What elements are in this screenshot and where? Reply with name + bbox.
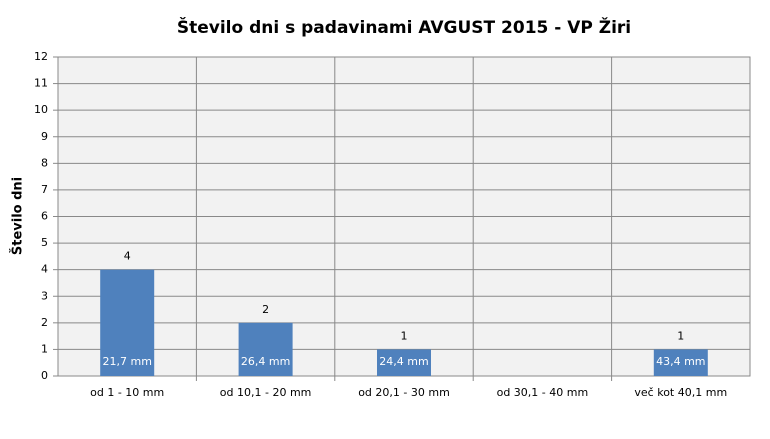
y-tick-label: 5 xyxy=(41,236,48,249)
x-tick-label: od 10,1 - 20 mm xyxy=(220,386,312,399)
chart-title: Število dni s padavinami AVGUST 2015 - V… xyxy=(177,16,631,38)
bar xyxy=(238,322,293,376)
value-label: 1 xyxy=(401,329,408,342)
bar-annotation: 43,4 mm xyxy=(656,355,705,368)
bar-annotation: 21,7 mm xyxy=(102,355,151,368)
bar xyxy=(377,349,431,376)
value-label: 4 xyxy=(124,250,131,263)
y-tick-label: 3 xyxy=(41,289,48,302)
y-tick-label: 11 xyxy=(34,77,48,90)
y-tick-label: 12 xyxy=(34,50,48,63)
y-axis-label: Število dni xyxy=(10,177,26,255)
value-label: 2 xyxy=(262,303,269,316)
y-tick-label: 8 xyxy=(41,156,48,169)
y-tick-label: 9 xyxy=(41,130,48,143)
value-label: 1 xyxy=(677,329,684,342)
bar-annotation: 26,4 mm xyxy=(241,355,290,368)
y-tick-label: 6 xyxy=(41,210,48,223)
y-tick-label: 2 xyxy=(41,316,48,329)
x-tick-label: od 20,1 - 30 mm xyxy=(358,386,450,399)
bar xyxy=(653,349,708,376)
y-tick-label: 4 xyxy=(41,263,48,276)
bar-annotation: 24,4 mm xyxy=(379,355,428,368)
x-tick-label: od 1 - 10 mm xyxy=(90,386,164,399)
x-tick-label: več kot 40,1 mm xyxy=(634,386,727,399)
x-tick-label: od 30,1 - 40 mm xyxy=(497,386,589,399)
y-tick-label: 7 xyxy=(41,183,48,196)
y-tick-label: 0 xyxy=(41,369,48,382)
y-tick-label: 10 xyxy=(34,103,48,116)
y-tick-label: 1 xyxy=(41,342,48,355)
bar xyxy=(100,269,155,376)
